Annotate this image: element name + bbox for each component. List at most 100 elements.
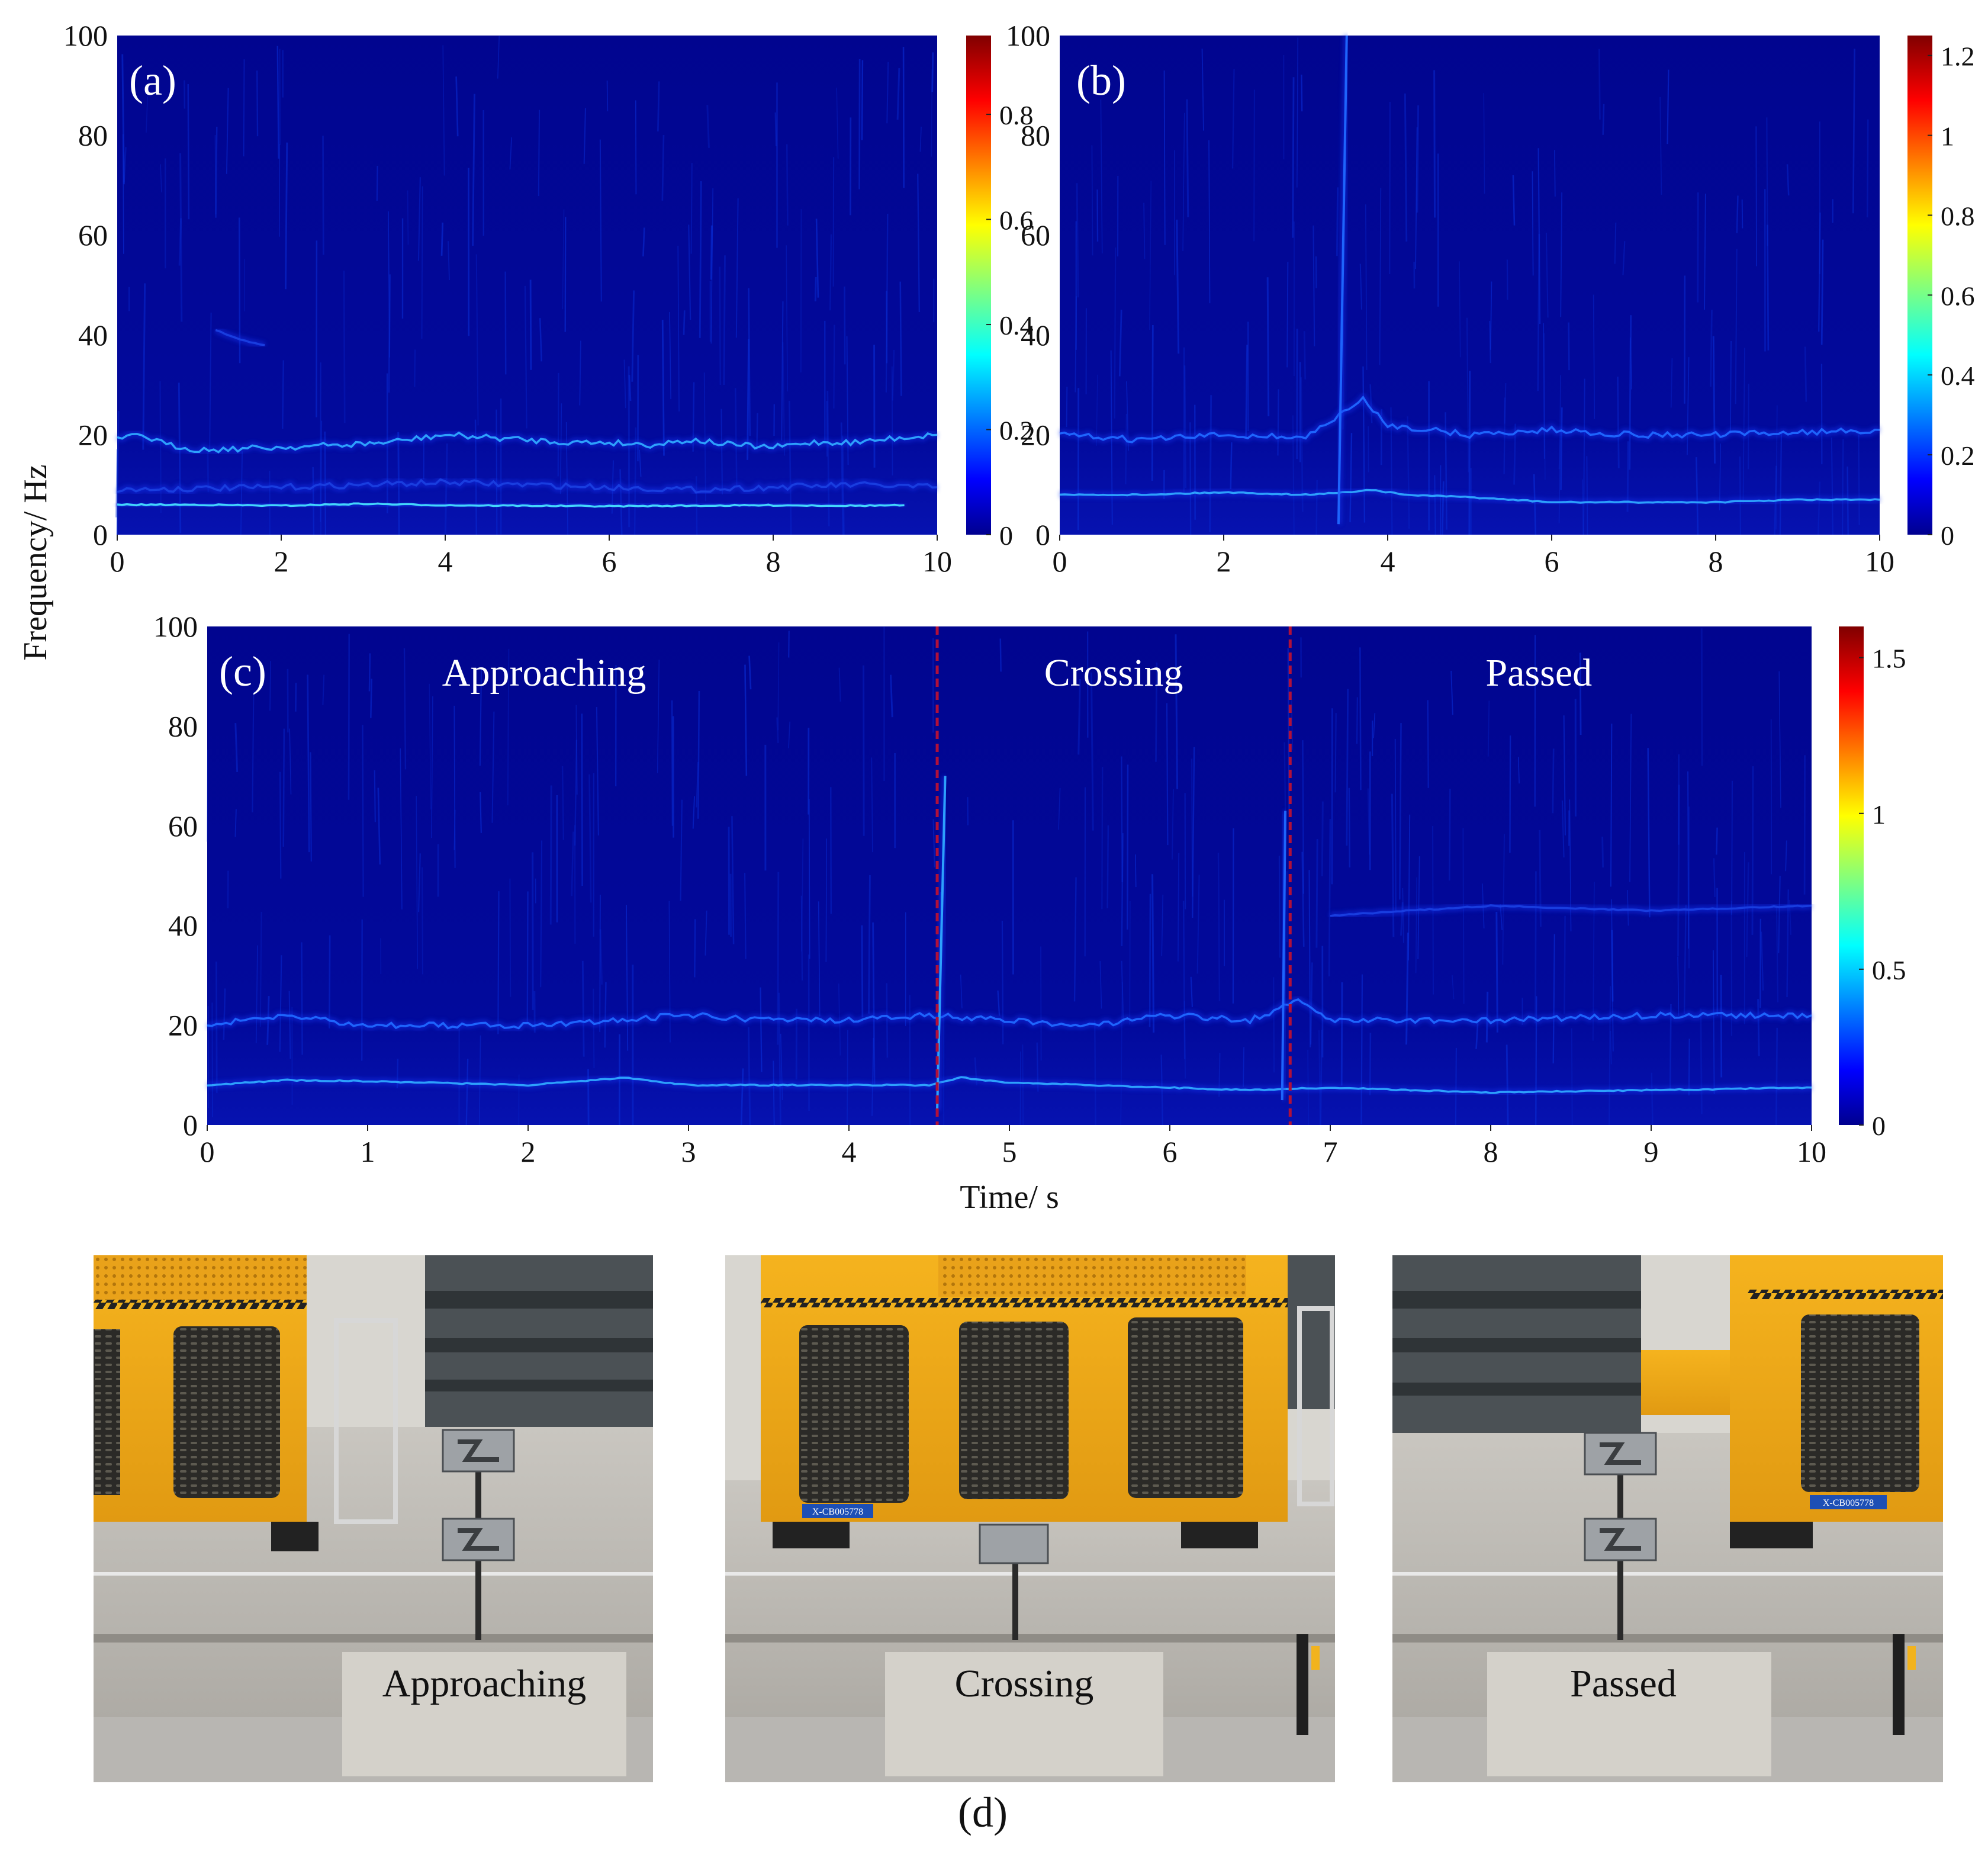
- noise-streak: [1077, 679, 1081, 755]
- noise-streak: [1415, 127, 1418, 269]
- noise-streak: [343, 271, 346, 423]
- noise-streak: [1785, 840, 1787, 872]
- crane-ladder: [334, 1318, 398, 1524]
- noise-streak: [677, 245, 680, 412]
- noise-streak: [565, 422, 568, 535]
- noise-streak: [284, 142, 288, 290]
- y-tick-label: 80: [1021, 119, 1050, 152]
- noise-streak: [829, 234, 832, 311]
- x-tick-label: 4: [438, 545, 453, 578]
- noise-streak: [1415, 877, 1417, 973]
- noise-streak: [861, 60, 864, 140]
- noise-streak: [431, 696, 433, 838]
- phase-label: Approaching: [442, 651, 646, 695]
- noise-streak: [479, 668, 482, 766]
- x-tick-label: 6: [602, 545, 617, 578]
- y-tick-label: 20: [78, 418, 108, 451]
- ridge-fundamental: [1059, 488, 1880, 504]
- noise-streak: [1183, 365, 1187, 488]
- x-tick-label: 10: [1797, 1135, 1826, 1168]
- noise-streak: [1151, 874, 1155, 1033]
- noise-streak: [215, 962, 218, 1093]
- noise-streak: [1831, 437, 1833, 535]
- noise-streak: [808, 799, 810, 959]
- colorbar: [1907, 36, 1932, 535]
- noise-streak: [892, 349, 895, 401]
- wall-gap: [94, 1634, 653, 1643]
- barrier-block-front: [342, 1652, 626, 1776]
- x-tick-label: 10: [1865, 545, 1894, 578]
- noise-streak: [1670, 358, 1673, 408]
- noise-streak: [480, 792, 482, 833]
- noise-streak: [329, 935, 331, 1028]
- noise-streak: [1297, 37, 1299, 188]
- noise-streak: [1537, 148, 1541, 324]
- noise-streak: [1121, 756, 1123, 882]
- noise-streak: [1245, 345, 1249, 438]
- noise-streak: [1651, 1072, 1654, 1126]
- noise-streak: [214, 135, 217, 215]
- noise-streak: [606, 81, 609, 111]
- noise-streak: [1622, 241, 1626, 275]
- noise-streak: [178, 383, 182, 533]
- noise-streak: [886, 62, 889, 124]
- noise-streak: [312, 467, 315, 535]
- noise-streak: [559, 403, 562, 494]
- noise-streak: [1468, 371, 1471, 535]
- noise-streak: [1561, 801, 1565, 858]
- noise-streak: [1090, 672, 1094, 831]
- noise-streak: [279, 955, 282, 1052]
- x-tick-label: 2: [274, 545, 289, 578]
- ridge-lines: [1059, 35, 1880, 525]
- x-tick-label: 2: [521, 1135, 536, 1168]
- noise-streak: [1313, 225, 1315, 346]
- noise-streak: [1201, 49, 1204, 131]
- x-tick-label: 8: [1484, 1135, 1498, 1168]
- noise-streak: [760, 987, 763, 1072]
- noise-streak: [786, 245, 788, 392]
- crane-vent: [1801, 1314, 1919, 1492]
- noise-streak: [1688, 1039, 1690, 1096]
- noise-streak: [574, 740, 578, 846]
- noise-streak: [294, 683, 297, 712]
- noise-streak: [1852, 49, 1855, 214]
- noise-streak: [1659, 97, 1662, 195]
- noise-streak: [1389, 101, 1391, 274]
- noise-streak: [1001, 920, 1004, 1044]
- noise-streak: [421, 186, 423, 339]
- noise-streak: [1273, 977, 1275, 1073]
- noise-streak: [1609, 986, 1611, 1126]
- noise-streak: [1716, 827, 1718, 855]
- noise-streak: [1502, 834, 1506, 965]
- photo-caption: Approaching: [382, 1662, 587, 1705]
- photo-caption: Crossing: [955, 1662, 1094, 1705]
- noise-streak: [575, 705, 578, 795]
- safety-rail: [1311, 1646, 1320, 1670]
- noise-streak: [115, 449, 118, 518]
- noise-streak: [1190, 976, 1193, 1008]
- noise-streak: [1564, 915, 1566, 1014]
- noise-streak: [564, 217, 567, 332]
- colorbar-ticks: 0 0.2 0.4 0.6 0.8: [986, 100, 1034, 551]
- noise-streak: [776, 717, 779, 743]
- y-tick-label: 0: [1035, 518, 1050, 551]
- x-axis-ticks: 0 1 2 3 4 5 6 7 8 9 10: [200, 1125, 1826, 1168]
- noise-streak: [960, 975, 963, 1008]
- noise-streak: [1400, 902, 1404, 936]
- noise-streak: [1598, 49, 1601, 120]
- noise-streak: [1602, 104, 1605, 135]
- noise-streak: [1434, 475, 1436, 535]
- crane-vent: [173, 1326, 280, 1498]
- noise-streak: [1196, 875, 1200, 974]
- y-tick-label: 100: [153, 610, 198, 643]
- noise-streak: [740, 1068, 744, 1126]
- noise-streak: [400, 748, 403, 909]
- noise-streak: [1302, 740, 1305, 894]
- noise-streak: [731, 816, 735, 944]
- noise-streak: [735, 198, 739, 338]
- noise-streak: [234, 723, 239, 772]
- crane-wheel: [773, 1522, 850, 1548]
- noise-streak: [642, 227, 645, 257]
- noise-streak: [747, 339, 750, 460]
- noise-streak: [1687, 357, 1690, 455]
